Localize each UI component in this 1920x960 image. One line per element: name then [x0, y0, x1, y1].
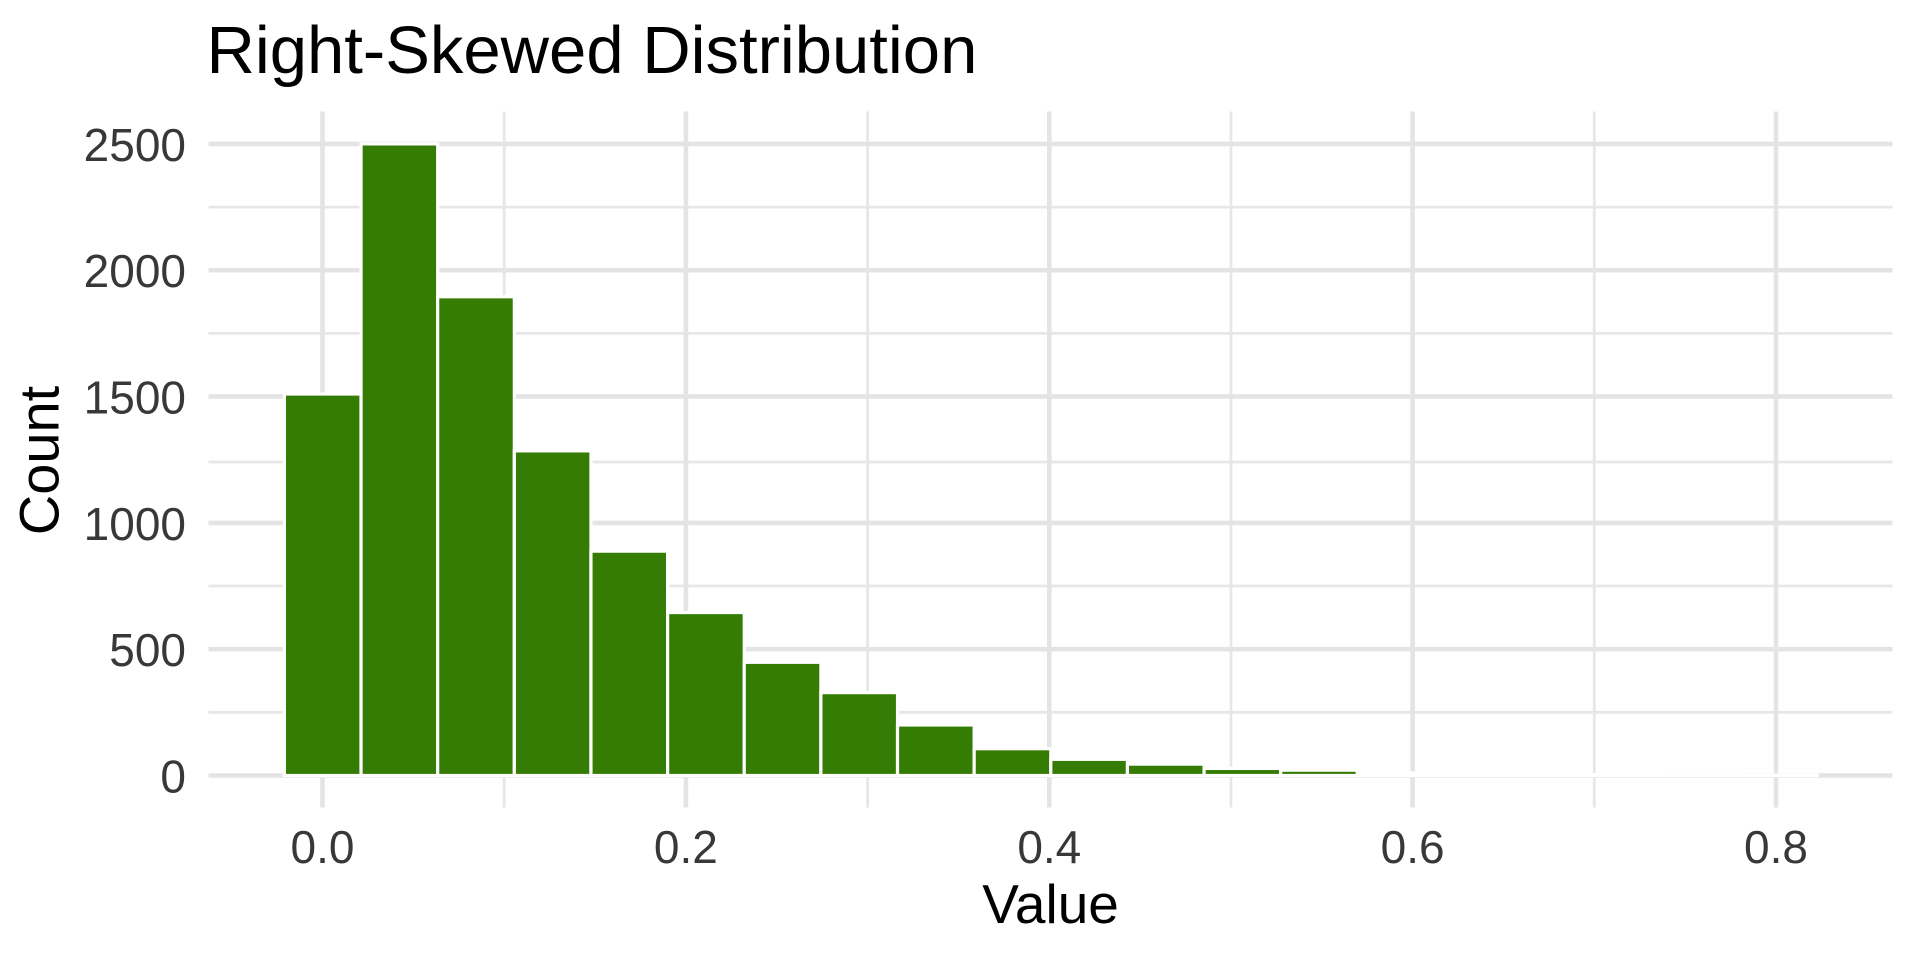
svg-text:Count: Count: [8, 385, 71, 535]
svg-text:0: 0: [160, 751, 186, 803]
svg-text:2500: 2500: [84, 119, 186, 171]
svg-text:Right-Skewed Distribution: Right-Skewed Distribution: [207, 13, 978, 88]
svg-text:0.8: 0.8: [1744, 821, 1808, 873]
svg-text:1500: 1500: [84, 372, 186, 424]
svg-text:0.0: 0.0: [291, 821, 355, 873]
svg-text:0.2: 0.2: [654, 821, 718, 873]
svg-text:0.4: 0.4: [1017, 821, 1081, 873]
svg-text:500: 500: [109, 624, 186, 676]
svg-text:0.6: 0.6: [1381, 821, 1445, 873]
svg-text:Value: Value: [982, 873, 1119, 935]
svg-text:2000: 2000: [84, 245, 186, 297]
svg-text:1000: 1000: [84, 498, 186, 550]
